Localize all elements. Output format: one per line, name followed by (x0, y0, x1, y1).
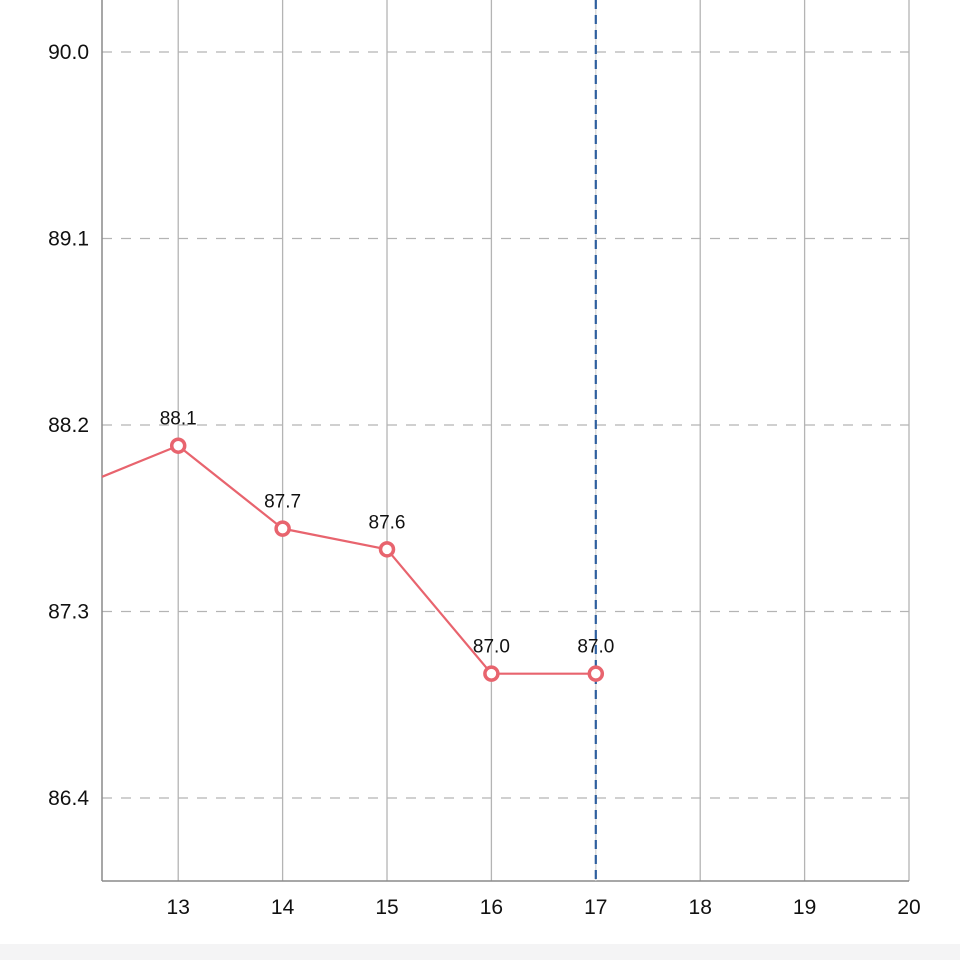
series-line (101, 444, 596, 675)
y-tick-label: 88.2 (48, 414, 89, 437)
x-tick-label: 18 (689, 896, 712, 919)
footer-strip (0, 944, 960, 960)
y-tick-label: 87.3 (48, 601, 89, 624)
x-tick-label: 20 (897, 896, 920, 919)
x-tick-label: 15 (375, 896, 398, 919)
x-tick-label: 13 (167, 896, 190, 919)
axes (101, 0, 909, 882)
data-label: 87.0 (577, 637, 614, 658)
data-point (483, 665, 500, 682)
series (101, 437, 605, 682)
y-tick-label: 90.0 (48, 41, 89, 64)
data-label: 87.7 (264, 492, 301, 513)
data-point (587, 665, 605, 682)
labels: 13 14 15 16 17 18 19 20 90.0 89.1 88.2 87.3 86.4 88.1… (48, 41, 921, 919)
x-tick-label: 16 (480, 896, 503, 919)
x-tick-label: 19 (793, 896, 816, 919)
data-label: 87.6 (369, 512, 406, 533)
x-tick-label: 14 (271, 896, 295, 919)
data-label: 88.1 (160, 409, 197, 430)
data-point (378, 541, 396, 558)
y-tick-label: 86.4 (48, 787, 89, 810)
x-tick-label: 17 (584, 896, 607, 919)
data-point (274, 520, 291, 537)
data-label: 87.0 (473, 637, 510, 658)
data-point (169, 437, 187, 454)
y-tick-label: 89.1 (48, 228, 89, 251)
grid (102, 0, 910, 881)
